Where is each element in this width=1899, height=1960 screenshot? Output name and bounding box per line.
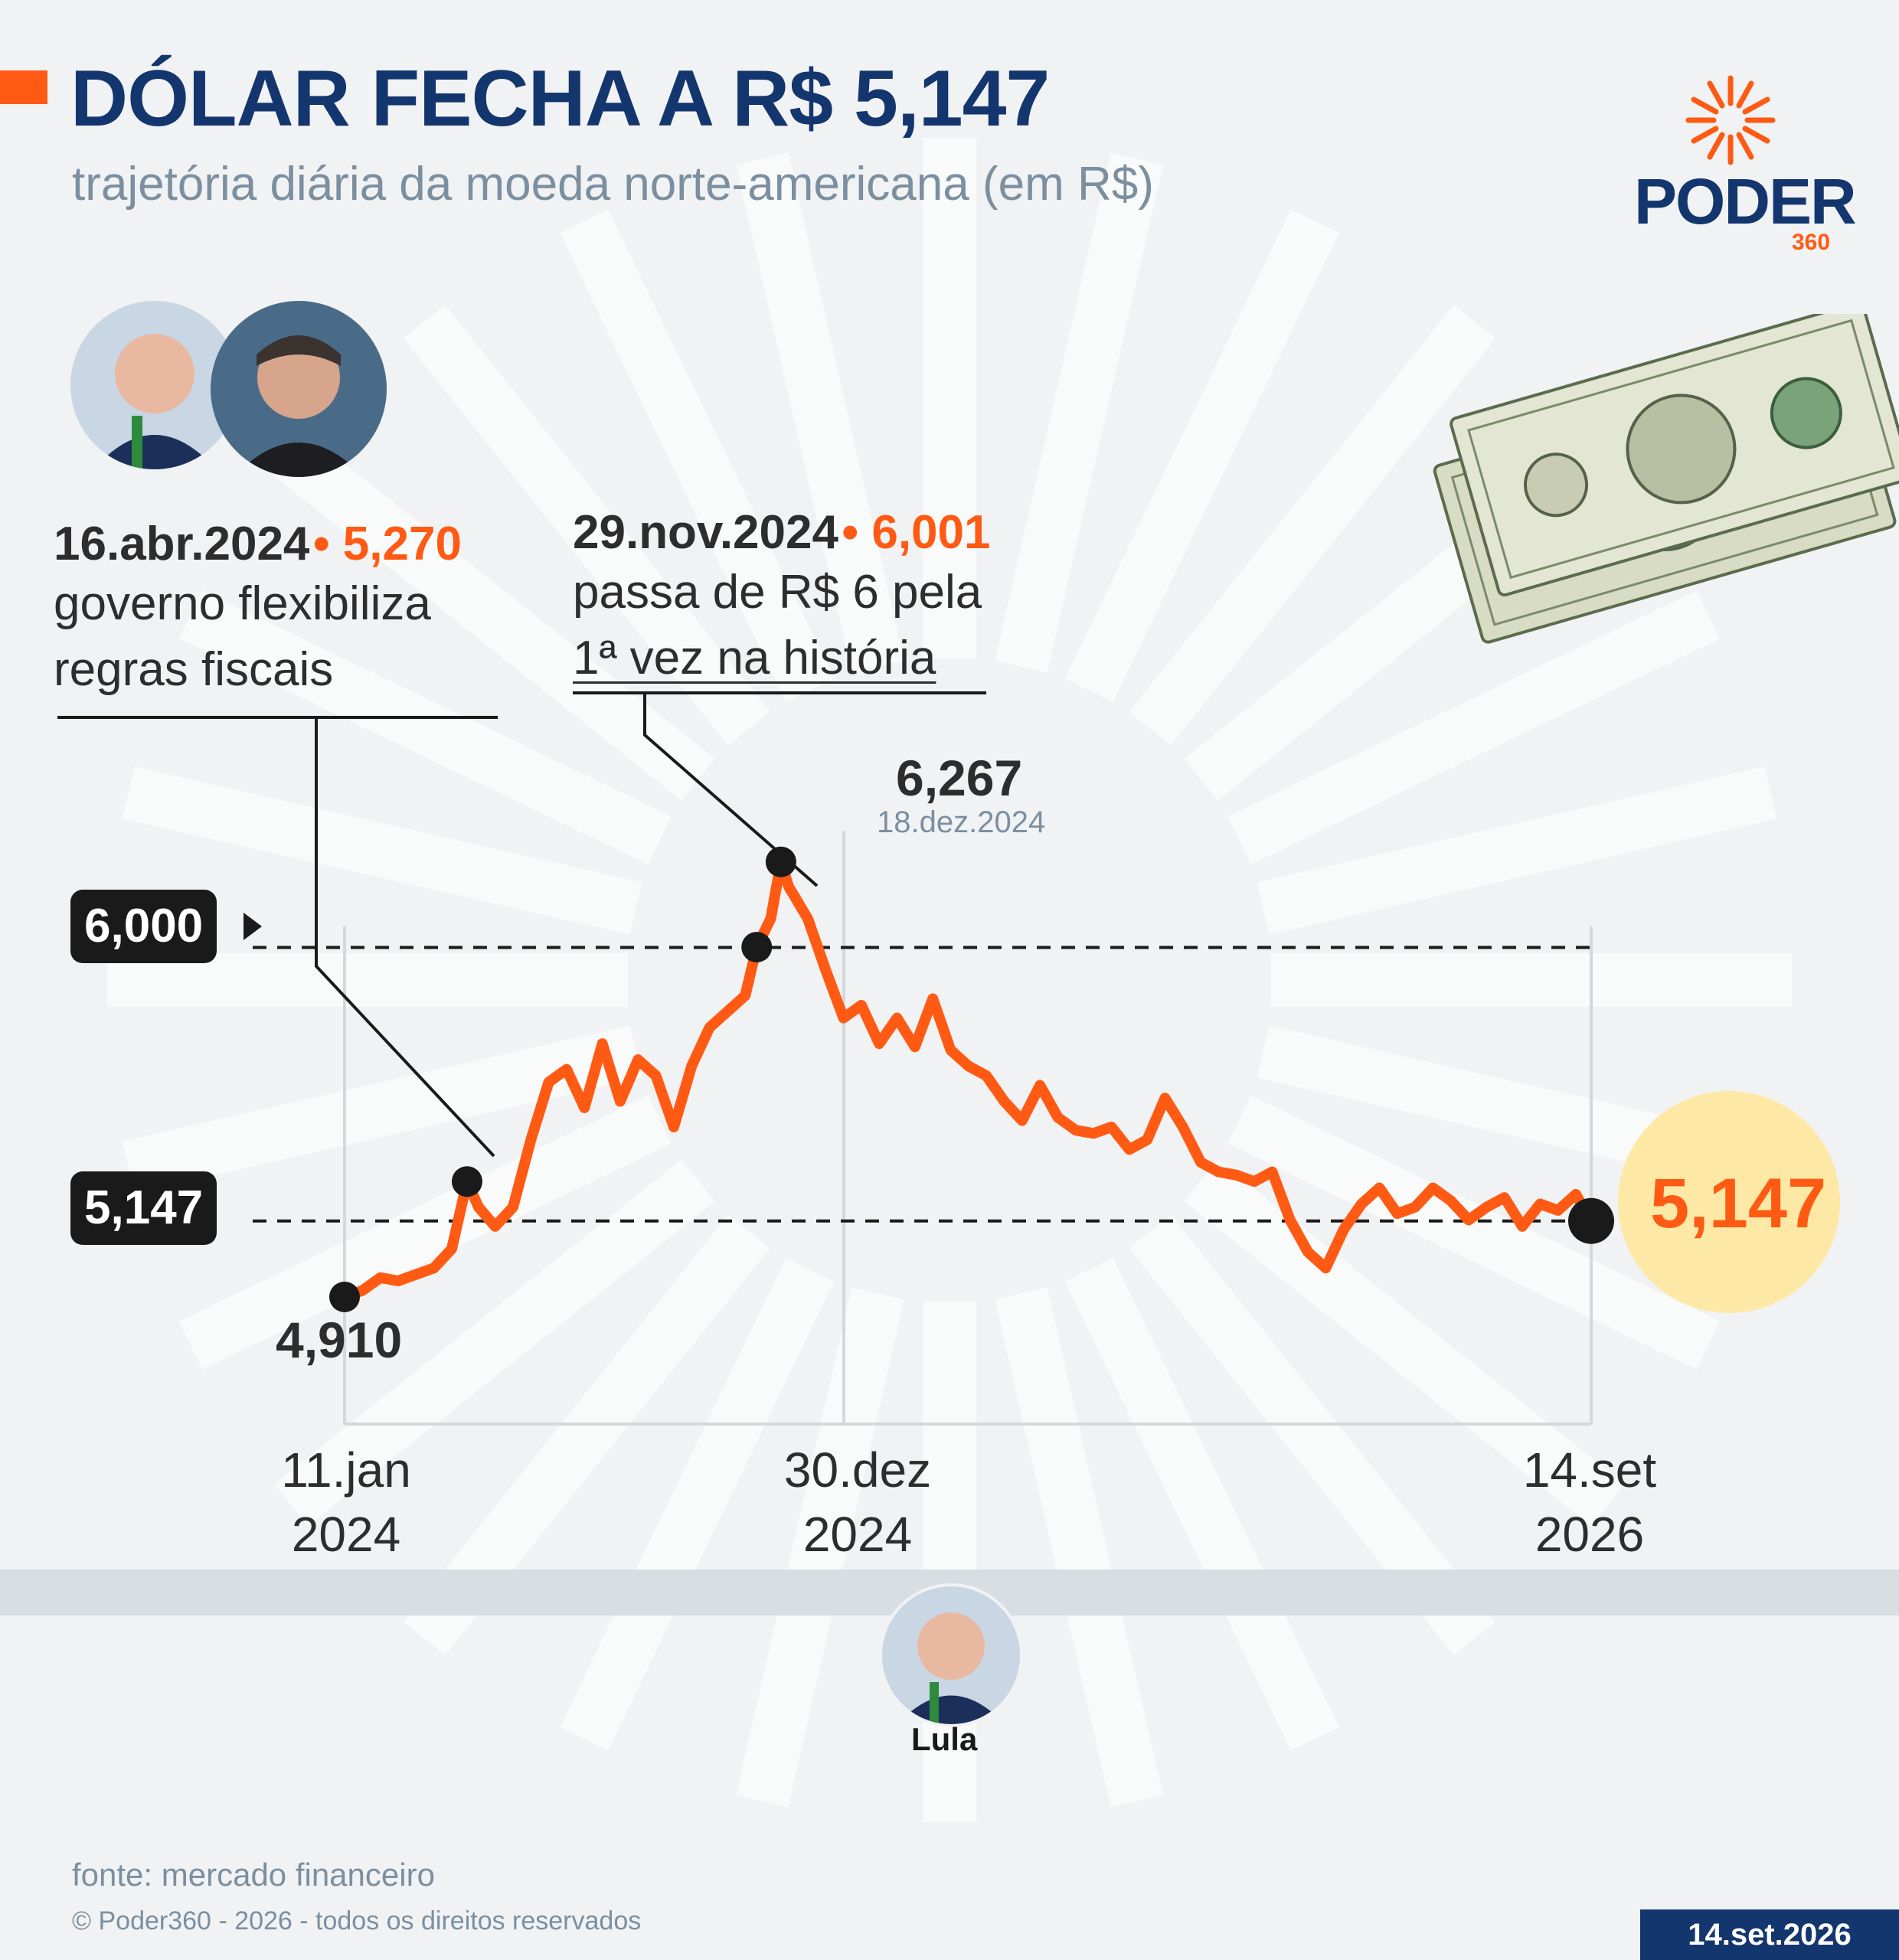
marker-fiscal-rules	[451, 1166, 482, 1197]
annotation-value: • 5,270	[312, 518, 462, 570]
logo-number: 360	[1792, 230, 1831, 255]
background-ray	[1184, 1159, 1625, 1527]
background-ray	[178, 590, 672, 865]
marker-peak	[765, 846, 796, 877]
background-ray	[122, 1025, 642, 1194]
poder360-logo: PODER 360	[1616, 73, 1857, 256]
background-ray	[1129, 305, 1496, 746]
x-label-top: 14.set	[1522, 1442, 1657, 1498]
background-ray	[560, 1258, 835, 1751]
sun-logo-icon	[1685, 75, 1776, 165]
peak-value-label: 6,267	[896, 750, 1023, 806]
annotation-date: 16.abr.2024	[54, 518, 310, 570]
background-ray	[274, 433, 715, 801]
annotation-date: 29.nov.2024	[573, 506, 838, 559]
background-ray	[1227, 590, 1721, 865]
publication-date-badge: 14.set.2026	[1640, 1909, 1899, 1960]
background-ray	[995, 152, 1163, 673]
annotation-fiscal-rules: 16.abr.2024 • 5,270 governo flexibiliza …	[54, 517, 462, 703]
logo-word: PODER	[1634, 165, 1857, 237]
annotation-value: • 6,001	[842, 506, 991, 559]
background-ray	[736, 1287, 904, 1808]
avatar-haddad	[211, 301, 387, 477]
x-label-middle: 30.dez 2024	[758, 1438, 957, 1566]
x-label-bottom: 2026	[1535, 1507, 1645, 1562]
avatar-timeline-lula	[879, 1583, 1023, 1727]
x-label-bottom: 2024	[802, 1507, 913, 1562]
person-icon	[897, 1612, 1005, 1724]
background-ray	[560, 209, 835, 702]
annotation-text-line: governo flexibiliza	[54, 577, 431, 630]
start-value-label: 4,910	[276, 1312, 403, 1368]
page-title: DÓLAR FECHA A R$ 5,147	[70, 54, 1050, 143]
background-ray	[1257, 766, 1777, 935]
background-ray	[403, 305, 770, 746]
accent-bar	[0, 70, 47, 104]
tag-arrow-icon	[244, 913, 262, 940]
marker-start	[329, 1281, 360, 1312]
background-ray	[1227, 1095, 1721, 1370]
current-value-label: 5,147	[1650, 1165, 1827, 1243]
copyright-note: © Poder360 - 2026 - todos os direitos re…	[72, 1906, 642, 1936]
leader-line-fiscal	[57, 716, 498, 1158]
series-line-dolar	[339, 856, 1597, 1302]
annotation-text-line: passa de R$ 6 pela	[573, 566, 982, 619]
annotation-text-line: 1ª vez na história	[573, 632, 936, 684]
background-ray	[274, 1159, 715, 1527]
x-label-start: 11.jan 2024	[247, 1438, 446, 1566]
annotation-record-6: 29.nov.2024 • 6,001 passa de R$ 6 pela 1…	[573, 505, 991, 691]
reference-tag-current: 5,147	[70, 1171, 217, 1245]
peak-date-label: 18.dez.2024	[877, 805, 1046, 839]
page-subtitle: trajetória diária da moeda norte-america…	[72, 158, 1154, 211]
reference-tag-6000: 6,000	[70, 890, 217, 963]
person-icon	[93, 334, 216, 469]
background-ray	[178, 1095, 672, 1370]
marker-end	[1568, 1197, 1614, 1244]
background-ray	[995, 1287, 1163, 1808]
x-label-top: 30.dez	[783, 1442, 932, 1498]
background-ray	[122, 766, 642, 935]
background-ray	[1064, 1258, 1339, 1751]
line-chart	[57, 691, 1614, 1426]
current-value-highlight	[1618, 1091, 1840, 1313]
marker-record-6	[741, 932, 773, 963]
x-label-bottom: 2024	[291, 1507, 401, 1562]
president-label: Lula	[911, 1721, 978, 1757]
leader-line-record	[573, 691, 986, 887]
x-label-top: 11.jan	[281, 1442, 411, 1498]
background-ray	[736, 152, 904, 673]
person-icon	[234, 335, 364, 477]
source-note: fonte: mercado financeiro	[72, 1857, 435, 1893]
dollar-bills-illustration	[1433, 314, 1899, 644]
x-label-end: 14.set 2026	[1490, 1438, 1689, 1566]
background-ray	[1064, 209, 1339, 702]
annotation-text-line: regras fiscais	[54, 643, 334, 696]
